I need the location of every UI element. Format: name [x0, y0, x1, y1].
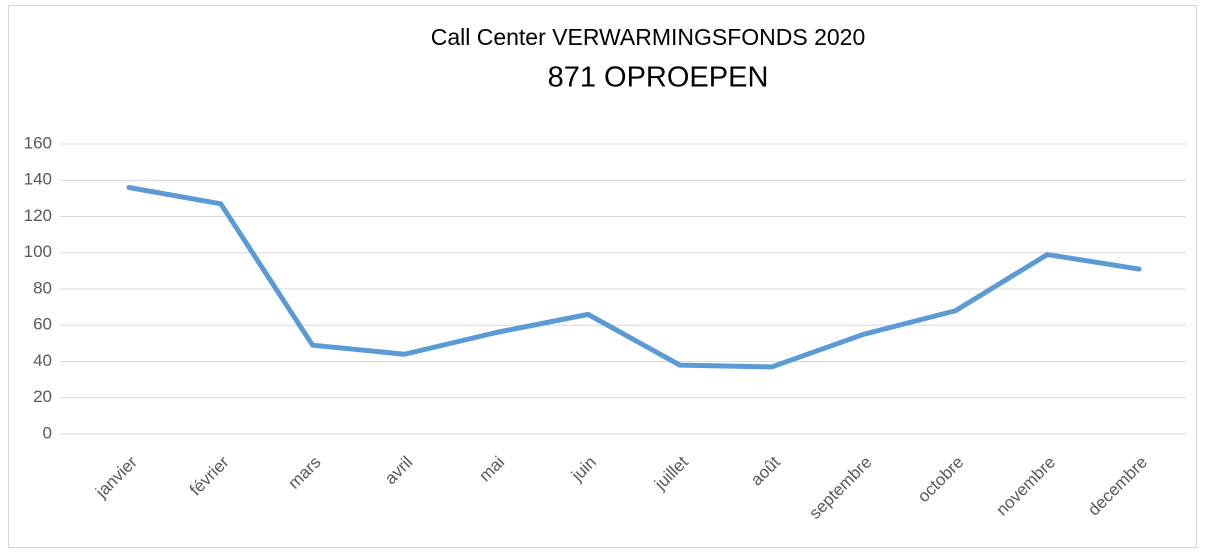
y-tick-label: 140 — [24, 170, 52, 189]
y-tick-label: 20 — [33, 387, 52, 406]
data-line — [126, 185, 1142, 370]
chart-subtitle: 871 OPROEPEN — [548, 62, 769, 94]
y-tick-label: 60 — [33, 315, 52, 334]
y-tick-label: 100 — [24, 242, 52, 261]
y-tick-label: 80 — [33, 278, 52, 297]
y-tick-label: 120 — [24, 206, 52, 225]
y-tick-label: 160 — [24, 133, 52, 152]
y-tick-label: 0 — [43, 423, 52, 442]
chart-title: Call Center VERWARMINGSFONDS 2020 — [431, 24, 866, 50]
chart-border — [8, 5, 1197, 548]
y-tick-label: 40 — [33, 351, 52, 370]
